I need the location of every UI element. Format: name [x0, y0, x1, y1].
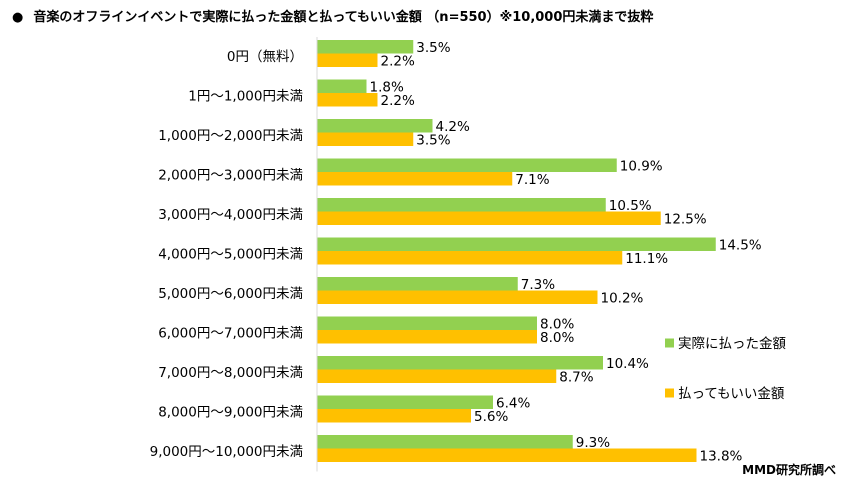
legend-label-willing: 払ってもいい金額: [678, 386, 784, 402]
bar-paid: [317, 316, 537, 330]
bar-paid: [317, 40, 414, 54]
bar-paid: [317, 435, 573, 449]
bar-paid: [317, 158, 617, 172]
value-label: 11.1%: [625, 251, 668, 267]
value-label: 8.7%: [559, 369, 593, 385]
bar-willing: [317, 53, 378, 67]
chart-title-text: 音楽のオフラインイベントで実際に払った金額と払ってもいい金額 （n=550）※1…: [33, 10, 654, 25]
value-label: 8.0%: [540, 316, 574, 332]
value-label: 10.9%: [620, 158, 663, 174]
value-label: 4.2%: [436, 119, 470, 135]
category-label: 5,000円～6,000円未満: [158, 286, 303, 302]
category-label: 0円（無料）: [227, 49, 303, 65]
bar-willing: [317, 93, 378, 107]
category-label: 1,000円～2,000円未満: [158, 128, 303, 144]
bar-paid: [317, 79, 367, 93]
category-label: 4,000円～5,000円未満: [158, 247, 303, 263]
bar-willing: [317, 330, 537, 344]
bar-paid: [317, 119, 433, 133]
bar-willing: [317, 172, 513, 186]
value-label: 7.3%: [521, 277, 555, 293]
legend-swatch-paid: [665, 338, 674, 348]
value-label: 3.5%: [416, 132, 450, 148]
value-label: 12.5%: [664, 211, 707, 227]
value-label: 6.4%: [496, 395, 530, 411]
value-label: 2.2%: [381, 53, 415, 69]
bar-willing: [317, 369, 557, 383]
value-label: 13.8%: [700, 448, 743, 464]
value-label: 10.2%: [601, 290, 644, 306]
bar-willing: [317, 251, 623, 265]
value-label: 8.0%: [540, 330, 574, 346]
bar-paid: [317, 198, 606, 212]
bar-willing: [317, 211, 661, 225]
category-label: 8,000円～9,000円未満: [158, 405, 303, 421]
value-label: 10.5%: [609, 198, 652, 214]
bar-willing: [317, 409, 471, 423]
legend-swatch-willing: [665, 388, 674, 398]
value-label: 2.2%: [381, 93, 415, 109]
value-label: 7.1%: [515, 172, 549, 188]
bar-paid: [317, 395, 493, 409]
legend-label-paid: 実際に払った金額: [678, 336, 786, 352]
category-label: 3,000円～4,000円未満: [158, 207, 303, 223]
title-bullet: ●: [12, 10, 24, 25]
value-label: 3.5%: [416, 40, 450, 56]
value-label: 10.4%: [606, 356, 649, 372]
value-label: 14.5%: [719, 237, 762, 253]
value-label: 1.8%: [370, 79, 404, 95]
category-label: 9,000円～10,000円未満: [150, 444, 303, 460]
bar-paid: [317, 277, 518, 291]
category-label: 7,000円～8,000円未満: [158, 365, 303, 381]
category-label: 6,000円～7,000円未満: [158, 326, 303, 342]
value-label: 5.6%: [474, 409, 508, 425]
bar-paid: [317, 237, 716, 251]
bar-willing: [317, 132, 414, 146]
value-label: 9.3%: [576, 435, 610, 451]
category-label: 2,000円～3,000円未満: [158, 168, 303, 184]
bar-willing: [317, 448, 697, 462]
bar-willing: [317, 290, 598, 304]
source-credit: MMD研究所調べ: [742, 463, 836, 477]
bar-paid: [317, 356, 603, 370]
chart-title: ● 音楽のオフラインイベントで実際に払った金額と払ってもいい金額 （n=550）※…: [12, 6, 653, 25]
category-label: 1円～1,000円未満: [188, 89, 303, 105]
